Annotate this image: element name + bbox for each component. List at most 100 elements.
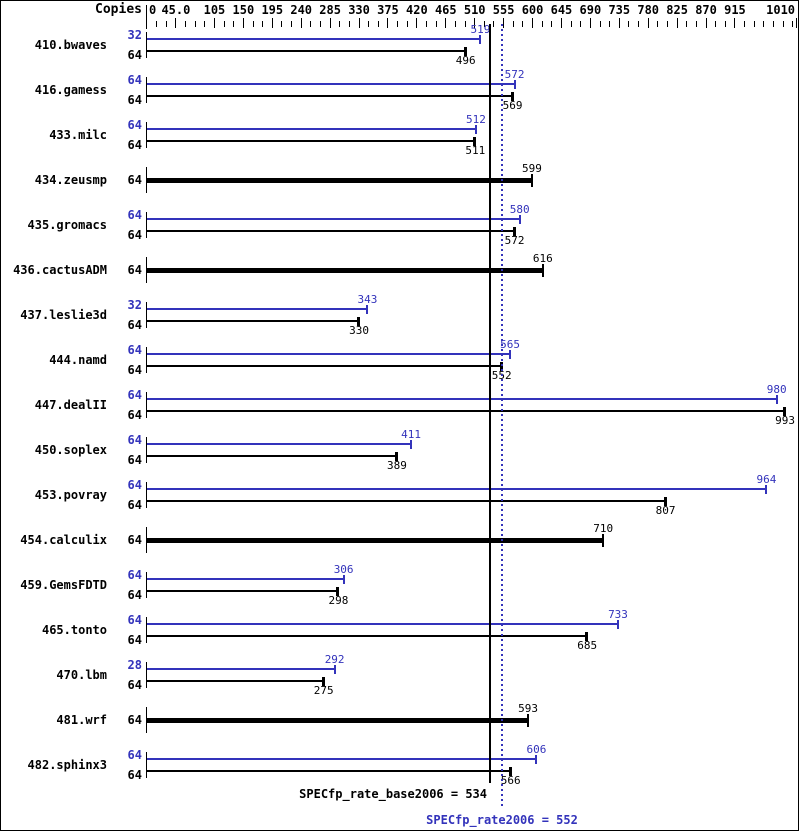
axis-minor-tick <box>744 21 746 27</box>
bar-value-label: 566 <box>500 774 521 787</box>
axis-minor-tick <box>291 21 293 27</box>
copies-label: 64 <box>127 768 142 782</box>
copies-label: 64 <box>127 408 142 422</box>
peak-bar <box>147 398 777 400</box>
bar-value-label: 411 <box>401 428 422 441</box>
peak-rate-summary: SPECfp_rate2006 = 552 <box>426 813 578 827</box>
axis-tick-label: 780 <box>637 3 660 17</box>
base-bar <box>147 50 466 52</box>
axis-tick-label: 915 <box>724 3 746 17</box>
axis-major-tick <box>358 18 360 28</box>
copies-label: 64 <box>127 613 142 627</box>
bar-value-label: 512 <box>466 113 486 126</box>
bar-value-label: 565 <box>500 338 520 351</box>
bar-value-label: 599 <box>521 162 542 175</box>
copies-label: 64 <box>127 748 142 762</box>
axis-minor-tick <box>156 21 158 27</box>
base-bar <box>147 140 476 142</box>
bar-value-label: 572 <box>504 234 525 247</box>
axis-tick-label: 240 <box>290 3 313 17</box>
axis-tick-label: 870 <box>695 3 717 17</box>
axis-major-tick <box>271 18 273 28</box>
copies-label: 64 <box>127 433 142 447</box>
axis-minor-tick <box>512 21 514 27</box>
bar-end-cap <box>473 137 477 146</box>
bar-end-cap <box>342 575 345 584</box>
axis-major-tick <box>503 18 505 28</box>
axis-minor-tick <box>377 21 379 27</box>
axis-major-tick <box>175 18 177 28</box>
base-rate-summary: SPECfp_rate_base2006 = 534 <box>299 787 487 801</box>
axis-minor-tick <box>319 21 321 27</box>
base-bar <box>147 770 511 772</box>
copies-label: 64 <box>127 208 142 222</box>
copies-label: 64 <box>127 118 142 132</box>
base-bar <box>147 590 339 592</box>
axis-tick-label: 825 <box>666 3 688 17</box>
axis-major-tick <box>474 18 476 28</box>
axis-major-tick <box>647 18 649 28</box>
axis-minor-tick <box>368 21 370 27</box>
bar-value-label: 298 <box>328 594 349 607</box>
axis-minor-tick <box>686 21 688 27</box>
bar-end-cap <box>513 80 516 89</box>
axis-minor-tick <box>522 21 524 27</box>
axis-tick-label: 0 <box>149 3 157 17</box>
axis-tick-label: 420 <box>406 3 428 17</box>
bar-end-cap <box>530 174 533 187</box>
axis-major-tick <box>618 18 620 28</box>
base-bar <box>147 95 513 97</box>
bar-value-label: 343 <box>357 293 378 306</box>
axis-minor-tick <box>464 21 466 27</box>
base-bar <box>147 320 360 322</box>
axis-minor-tick <box>638 21 640 27</box>
axis-tick-label: 510 <box>463 3 486 17</box>
axis-minor-tick <box>763 21 765 27</box>
peak-bar <box>147 578 344 580</box>
benchmark-label: 416.gamess <box>34 83 107 97</box>
axis-minor-tick <box>570 21 572 27</box>
axis-tick-label: 735 <box>608 3 631 17</box>
bar-start-tick <box>146 122 147 148</box>
bar-end-cap <box>509 350 512 359</box>
bar-start-tick <box>146 437 147 463</box>
bar-start-tick <box>146 617 147 643</box>
axis-tick-label: 45.0 <box>161 3 191 17</box>
base-bar <box>147 230 515 232</box>
bar-end-cap <box>527 714 530 727</box>
axis-major-tick <box>242 18 244 28</box>
bar-end-cap <box>410 440 413 449</box>
copies-label: 64 <box>127 633 142 647</box>
bar-value-label: 572 <box>504 68 525 81</box>
bar-start-tick <box>146 302 147 328</box>
copies-label: 64 <box>127 138 142 152</box>
axis-minor-tick <box>724 21 726 27</box>
peak-bar <box>147 488 767 490</box>
axis-tick-label: 375 <box>377 3 399 17</box>
axis-tick-label: 195 <box>261 3 284 17</box>
bar-end-cap <box>336 587 340 596</box>
bar-end-cap <box>463 47 467 56</box>
bar-end-cap <box>765 485 768 494</box>
axis-major-tick <box>589 18 591 28</box>
benchmark-label: 436.cactusADM <box>13 263 107 277</box>
base-bar <box>147 455 397 457</box>
benchmark-label: 481.wrf <box>56 713 107 727</box>
axis-minor-tick <box>666 21 668 27</box>
copies-label: 32 <box>127 28 142 42</box>
bar-end-cap <box>512 227 516 236</box>
bar-end-cap <box>518 215 521 224</box>
axis-major-tick <box>705 18 707 28</box>
base-bar <box>147 635 588 637</box>
copies-label: 64 <box>127 48 142 62</box>
axis-minor-tick <box>782 21 784 27</box>
peak-bar <box>147 668 335 670</box>
axis-minor-tick <box>204 21 206 27</box>
copies-label: 64 <box>127 533 142 547</box>
bar-start-tick <box>146 32 147 58</box>
axis-minor-tick <box>348 21 350 27</box>
axis-minor-tick <box>599 21 601 27</box>
bar-end-cap <box>510 92 514 101</box>
peak-bar <box>147 218 520 220</box>
